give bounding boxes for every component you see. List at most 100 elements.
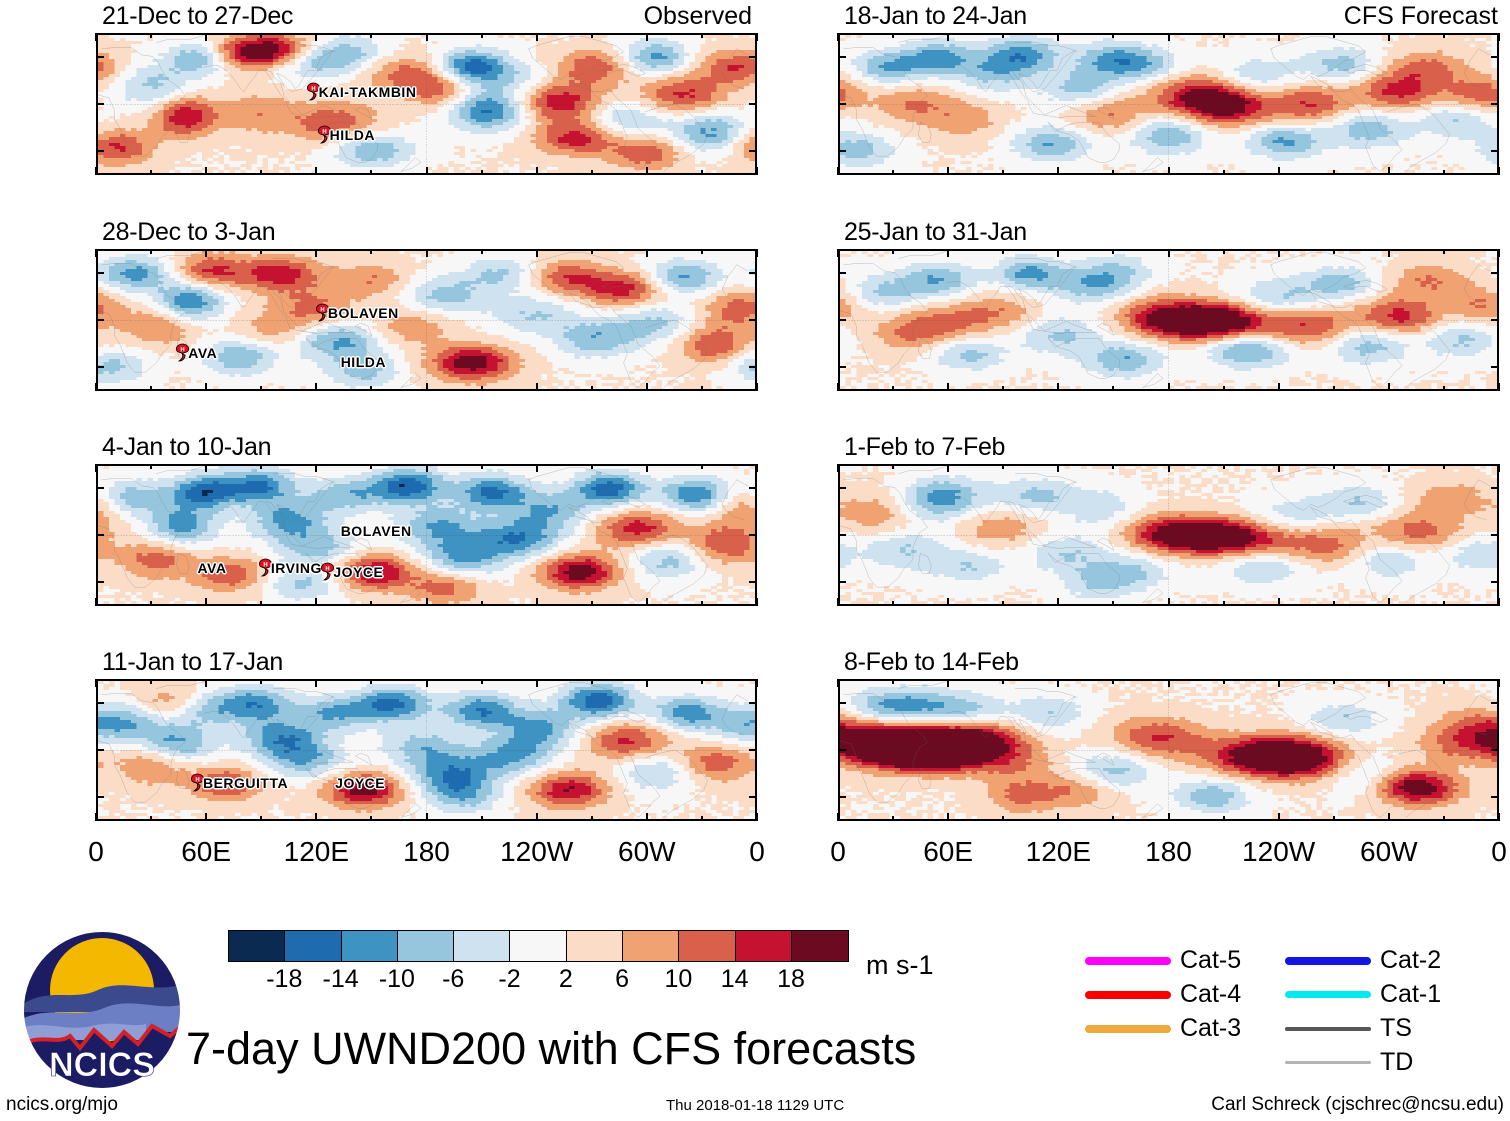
x-axis-tick [1112, 249, 1115, 254]
x-axis-tick [150, 464, 153, 469]
x-axis-tick [590, 170, 593, 175]
colorbar-tick-label: -10 [362, 967, 432, 992]
x-axis-tick [947, 383, 950, 391]
x-axis-tick [1167, 383, 1170, 391]
storm-name-label: AVA [197, 560, 226, 576]
x-axis-tick [1222, 170, 1225, 175]
x-axis-tick [1332, 601, 1335, 606]
x-axis-tick [837, 249, 839, 257]
x-axis-tick [1057, 464, 1060, 472]
legend-item: TD [1285, 1050, 1413, 1075]
footer-site-url[interactable]: ncics.org/mjo [6, 1095, 118, 1114]
x-axis-tick [1277, 383, 1280, 391]
x-axis-tick [95, 33, 97, 41]
x-axis-tick [1442, 464, 1445, 469]
colorbar [228, 930, 850, 962]
y-axis-tick [749, 486, 757, 489]
x-axis-label: 180 [1124, 838, 1214, 866]
x-axis-tick [1277, 33, 1280, 41]
x-axis-tick [1498, 679, 1500, 687]
x-axis-label: 120E [271, 838, 361, 866]
x-axis-tick [1442, 33, 1445, 38]
panel-title: 25-Jan to 31-Jan [844, 220, 1027, 245]
x-axis-tick [1222, 249, 1225, 254]
x-axis-tick [645, 383, 648, 391]
colorbar-tick-label: 14 [700, 967, 770, 992]
storm-name-label: IRVING [271, 560, 322, 576]
storm-symbol-icon: H [316, 125, 333, 144]
x-axis-tick [205, 679, 208, 687]
x-axis-tick [756, 167, 758, 175]
x-axis-tick [370, 679, 373, 684]
x-axis-tick [150, 679, 153, 684]
x-axis-tick [260, 679, 263, 684]
x-axis-tick [315, 464, 318, 472]
x-axis-tick [756, 464, 758, 472]
anomaly-field [840, 466, 1497, 604]
panel-title: 4-Jan to 10-Jan [102, 435, 272, 460]
y-axis-tick [96, 55, 104, 58]
y-axis-tick [838, 581, 846, 584]
x-axis-tick [1332, 386, 1335, 391]
y-axis-tick [749, 581, 757, 584]
x-axis-tick [1498, 813, 1500, 821]
x-axis-tick [315, 249, 318, 257]
x-axis-tick [1387, 249, 1390, 257]
y-axis-tick [838, 319, 846, 321]
storm-name-label: KAI-TAKMBIN [319, 84, 417, 100]
x-axis-tick [260, 170, 263, 175]
x-axis-label: 60E [161, 838, 251, 866]
y-axis-tick [838, 534, 846, 536]
colorbar-swatch [285, 931, 342, 961]
storm-name-label: JOYCE [333, 564, 383, 580]
x-axis-tick [95, 464, 97, 472]
x-axis-tick [1002, 464, 1005, 469]
y-axis-tick [749, 534, 757, 536]
svg-text:H: H [311, 87, 315, 93]
storm-name-label: BOLAVEN [328, 305, 399, 321]
x-axis-label: 0 [51, 838, 141, 866]
x-axis-tick [480, 33, 483, 38]
x-axis-tick [756, 679, 758, 687]
storm-name-label: JOYCE [335, 775, 385, 791]
x-axis-tick [590, 601, 593, 606]
x-axis-tick [1442, 249, 1445, 254]
map-plot-area [838, 249, 1499, 391]
storm-symbol-icon: H [257, 558, 274, 577]
x-axis-tick [535, 813, 538, 821]
storm-symbol-icon: H [174, 343, 191, 362]
colorbar-swatch [566, 931, 624, 961]
legend-item: Cat-2 [1285, 948, 1441, 973]
x-axis-tick [1167, 33, 1170, 41]
panel-title: 21-Dec to 27-Dec [102, 4, 293, 29]
x-axis-tick [205, 813, 208, 821]
x-axis-tick [590, 679, 593, 684]
legend-label: Cat-2 [1380, 948, 1441, 973]
x-axis-tick [150, 249, 153, 254]
x-axis-tick [205, 249, 208, 257]
x-axis-tick [1112, 679, 1115, 684]
map-plot-area [96, 679, 757, 821]
x-axis-tick [535, 167, 538, 175]
x-axis-tick [837, 464, 839, 472]
x-axis-tick [1057, 679, 1060, 687]
y-axis-tick [96, 796, 104, 799]
colorbar-swatch [735, 931, 792, 961]
x-axis-tick [370, 816, 373, 821]
y-axis-tick [838, 55, 846, 58]
x-axis-tick [1277, 464, 1280, 472]
x-axis-tick [480, 601, 483, 606]
x-axis-tick [1387, 464, 1390, 472]
y-axis-tick [838, 366, 846, 369]
y-axis-tick [838, 103, 846, 105]
x-axis-tick [1387, 679, 1390, 687]
x-axis-tick [1057, 249, 1060, 257]
y-axis-tick [1491, 319, 1499, 321]
x-axis-tick [535, 249, 538, 257]
x-axis-tick [370, 249, 373, 254]
x-axis-tick [1002, 170, 1005, 175]
x-axis-tick [425, 167, 428, 175]
x-axis-tick [205, 464, 208, 472]
x-axis-tick [700, 601, 703, 606]
colorbar-tick-label: 18 [756, 967, 826, 992]
